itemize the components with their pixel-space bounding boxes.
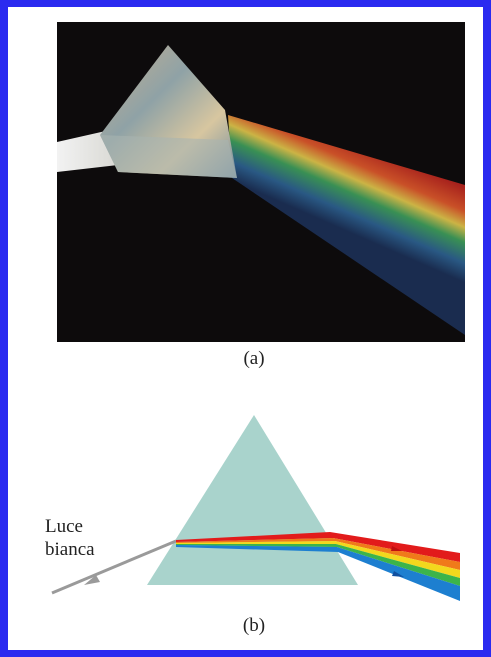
figure: (a) Luce bianca (b) xyxy=(0,0,491,657)
label-line: bianca xyxy=(45,539,95,560)
prism-face xyxy=(100,135,237,178)
label-line: Luce xyxy=(45,516,83,537)
caption: (a) xyxy=(243,348,264,369)
caption: (b) xyxy=(243,615,265,636)
photo xyxy=(57,22,465,342)
